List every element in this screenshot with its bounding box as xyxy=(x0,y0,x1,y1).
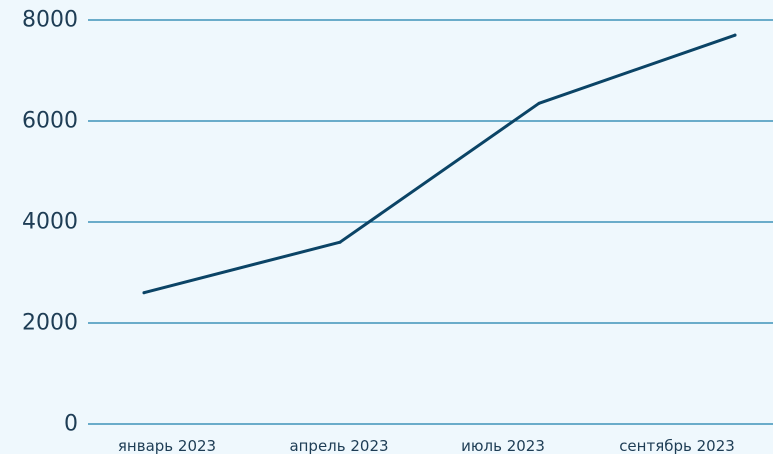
data-point xyxy=(338,240,342,244)
x-tick-label: январь 2023 xyxy=(118,437,216,454)
y-tick-label: 8000 xyxy=(22,8,78,33)
grid-lines xyxy=(88,19,773,425)
y-tick-label: 0 xyxy=(64,412,78,437)
y-tick-label: 4000 xyxy=(22,210,78,235)
y-tick-label: 6000 xyxy=(22,109,78,134)
data-point xyxy=(537,101,541,105)
data-point xyxy=(733,33,737,37)
y-tick-label: 2000 xyxy=(22,311,78,336)
y-axis-tick-labels: 0 2000 4000 6000 8000 xyxy=(22,8,78,437)
series-line xyxy=(142,33,737,295)
x-tick-label: сентябрь 2023 xyxy=(619,437,735,454)
x-tick-label: апрель 2023 xyxy=(289,437,388,454)
x-axis-tick-labels: январь 2023 апрель 2023 июль 2023 сентябрь … xyxy=(118,437,735,454)
series-layer xyxy=(142,33,737,295)
x-tick-label: июль 2023 xyxy=(461,437,545,454)
data-point xyxy=(142,291,146,295)
